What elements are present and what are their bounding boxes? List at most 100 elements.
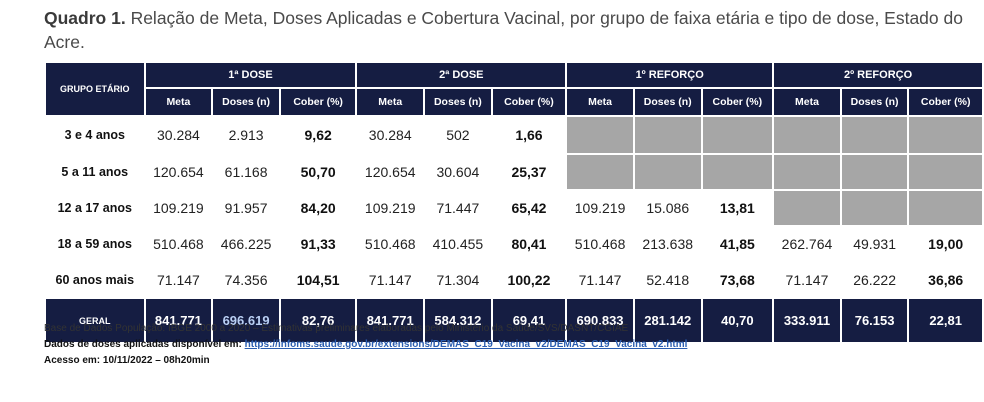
cell-doses: 71.447: [425, 191, 491, 225]
empty-cell: [634, 117, 701, 153]
empty-cell: [841, 155, 908, 189]
cell-cober: 25,37: [492, 155, 566, 189]
booster-header-1: 1º REFORÇO: [567, 63, 773, 87]
cell-cober: 104,51: [280, 263, 356, 297]
empty-cell: [774, 155, 840, 189]
col-header-cober: Cober (%): [909, 89, 982, 115]
footnote-access: Acesso em: 10/11/2022 – 08h20min: [44, 355, 210, 366]
dose-header-1: 1ª DOSE: [145, 63, 356, 87]
total-meta: 333.911: [774, 299, 840, 342]
cell-cober: 13,81: [702, 191, 773, 225]
doses-label: Dados de doses aplicadas disponível em:: [44, 339, 242, 350]
total-doses: 696.619: [213, 299, 279, 342]
cell-meta: 109.219: [357, 191, 424, 225]
cell-cober: 100,22: [492, 263, 566, 297]
total-label: GERAL: [46, 299, 144, 342]
group-header: GRUPO ETÁRIO: [46, 63, 144, 115]
cell-meta: 120.654: [145, 155, 212, 189]
cell-meta: 510.468: [145, 227, 212, 261]
vaccination-table: GRUPO ETÁRIO 1ª DOSE 2ª DOSE 1º REFORÇO …: [44, 61, 984, 344]
col-header-doses: Doses (n): [634, 89, 701, 115]
cell-cober: 80,41: [492, 227, 566, 261]
table-title: Quadro 1. Relação de Meta, Doses Aplicad…: [44, 6, 974, 54]
row-label: 60 anos mais: [46, 263, 144, 297]
title-label: Quadro 1.: [44, 8, 126, 28]
cell-cober: 65,42: [492, 191, 566, 225]
cell-doses: 502: [425, 117, 491, 153]
row-label: 12 a 17 anos: [46, 191, 144, 225]
cell-doses: 71.304: [425, 263, 491, 297]
total-doses: 281.142: [634, 299, 701, 342]
empty-cell: [702, 117, 773, 153]
cell-meta: 109.219: [567, 191, 633, 225]
empty-cell: [702, 155, 773, 189]
cell-doses: 410.455: [425, 227, 491, 261]
total-cober: 82,76: [280, 299, 356, 342]
cell-cober: 84,20: [280, 191, 356, 225]
col-header-meta: Meta: [145, 89, 212, 115]
total-doses: 76.153: [841, 299, 908, 342]
cell-doses: 30.604: [425, 155, 491, 189]
row-label: 3 e 4 anos: [46, 117, 144, 153]
cell-meta: 71.147: [145, 263, 212, 297]
empty-cell: [634, 155, 701, 189]
col-header-cober: Cober (%): [280, 89, 356, 115]
cell-meta: 120.654: [357, 155, 424, 189]
cell-doses: 15.086: [634, 191, 701, 225]
table-row: 18 a 59 anos 510.468 466.225 91,33 510.4…: [46, 227, 982, 261]
empty-cell: [567, 117, 633, 153]
total-doses: 584.312: [425, 299, 491, 342]
total-cober: 40,70: [702, 299, 773, 342]
cell-meta: 109.219: [145, 191, 212, 225]
footnote-source: Base de Dados População: IBGE 2000 a 202…: [44, 323, 628, 334]
empty-cell: [909, 191, 982, 225]
row-label: 5 a 11 anos: [46, 155, 144, 189]
cell-doses: 52.418: [634, 263, 701, 297]
title-text: Relação de Meta, Doses Aplicadas e Cober…: [44, 8, 963, 52]
cell-meta: 510.468: [567, 227, 633, 261]
row-label: 18 a 59 anos: [46, 227, 144, 261]
empty-cell: [841, 117, 908, 153]
cell-cober: 19,00: [909, 227, 982, 261]
cell-doses: 74.356: [213, 263, 279, 297]
booster-header-2: 2º REFORÇO: [774, 63, 982, 87]
cell-cober: 41,85: [702, 227, 773, 261]
cell-doses: 466.225: [213, 227, 279, 261]
dose-header-2: 2ª DOSE: [357, 63, 566, 87]
cell-meta: 30.284: [145, 117, 212, 153]
cell-cober: 9,62: [280, 117, 356, 153]
col-header-doses: Doses (n): [841, 89, 908, 115]
cell-doses: 91.957: [213, 191, 279, 225]
col-header-meta: Meta: [357, 89, 424, 115]
total-meta: 690.833: [567, 299, 633, 342]
footnote-doses: Dados de doses aplicadas disponível em: …: [44, 339, 687, 350]
col-header-cober: Cober (%): [702, 89, 773, 115]
cell-cober: 1,66: [492, 117, 566, 153]
empty-cell: [774, 191, 840, 225]
source-text: Base de Dados População: IBGE 2000 a 202…: [44, 323, 629, 334]
table-row: 5 a 11 anos 120.654 61.168 50,70 120.654…: [46, 155, 982, 189]
col-header-doses: Doses (n): [425, 89, 491, 115]
empty-cell: [841, 191, 908, 225]
cell-doses: 49.931: [841, 227, 908, 261]
cell-doses: 26.222: [841, 263, 908, 297]
empty-cell: [774, 117, 840, 153]
total-meta: 841.771: [357, 299, 424, 342]
cell-meta: 71.147: [357, 263, 424, 297]
total-cober: 69,41: [492, 299, 566, 342]
table-row: 60 anos mais 71.147 74.356 104,51 71.147…: [46, 263, 982, 297]
cell-cober: 91,33: [280, 227, 356, 261]
col-header-cober: Cober (%): [492, 89, 566, 115]
cell-cober: 36,86: [909, 263, 982, 297]
cell-meta: 71.147: [774, 263, 840, 297]
cell-cober: 73,68: [702, 263, 773, 297]
empty-cell: [567, 155, 633, 189]
empty-cell: [909, 117, 982, 153]
table-row: 12 a 17 anos 109.219 91.957 84,20 109.21…: [46, 191, 982, 225]
cell-meta: 30.284: [357, 117, 424, 153]
doses-link[interactable]: https://infoms.saude.gov.br/extensions/D…: [244, 339, 688, 350]
cell-doses: 2.913: [213, 117, 279, 153]
cell-meta: 262.764: [774, 227, 840, 261]
cell-doses: 61.168: [213, 155, 279, 189]
cell-meta: 71.147: [567, 263, 633, 297]
